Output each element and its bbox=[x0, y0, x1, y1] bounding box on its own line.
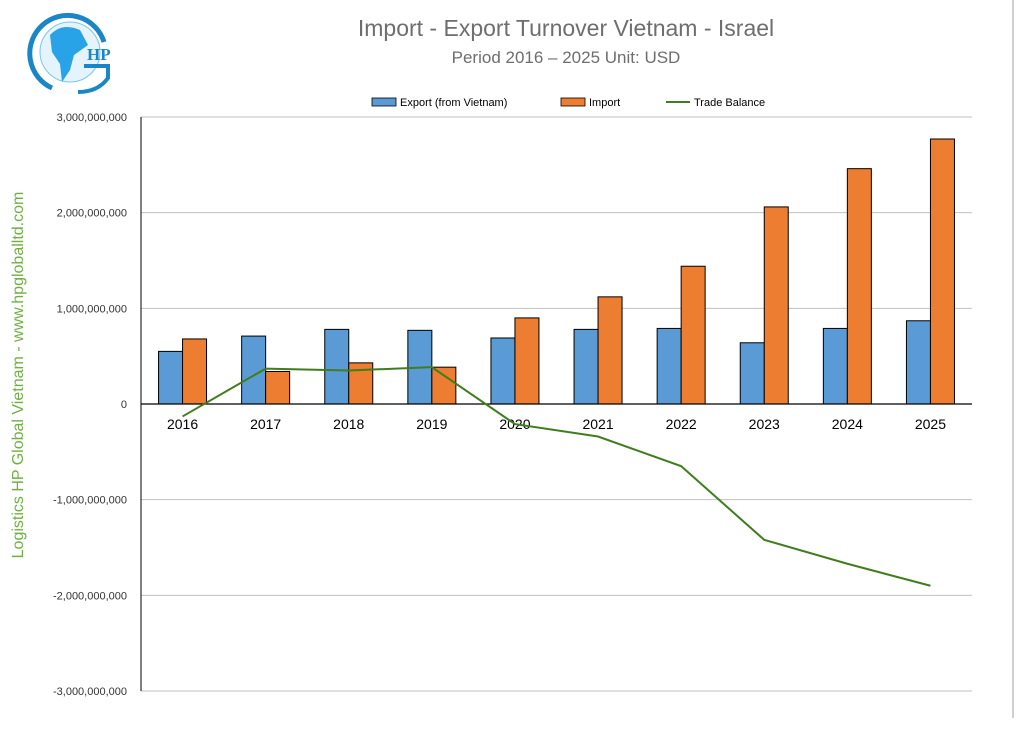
bar-import-2021 bbox=[597, 296, 623, 405]
bar-export-2020 bbox=[490, 337, 516, 405]
x-tick-label: 2023 bbox=[749, 416, 780, 432]
bar-import-2022 bbox=[680, 265, 706, 405]
x-tick-label: 2017 bbox=[250, 416, 281, 432]
legend-label: Import bbox=[589, 97, 620, 109]
chart-title: Import - Export Turnover Vietnam - Israe… bbox=[357, 15, 775, 41]
logo: HP bbox=[27, 12, 111, 94]
y-tick-label: 2,000,000,000 bbox=[57, 208, 127, 220]
bar-export-2024 bbox=[822, 327, 848, 405]
x-tick-label: 2024 bbox=[832, 416, 863, 432]
x-tick-label: 2022 bbox=[666, 416, 697, 432]
bar-import-2024 bbox=[846, 168, 872, 405]
bar-import-2020 bbox=[514, 317, 540, 405]
legend-swatch bbox=[560, 97, 586, 107]
x-tick-label: 2025 bbox=[915, 416, 946, 432]
bar-export-2016 bbox=[158, 350, 184, 405]
x-tick-label: 2019 bbox=[416, 416, 447, 432]
trade-balance-line bbox=[182, 366, 931, 587]
x-tick-label: 2021 bbox=[582, 416, 613, 432]
bar-export-2022 bbox=[656, 327, 682, 405]
y-tick-label: 3,000,000,000 bbox=[57, 112, 127, 124]
bar-import-2025 bbox=[929, 138, 955, 405]
chart-subtitle: Period 2016 – 2025 Unit: USD bbox=[451, 48, 681, 67]
bar-export-2025 bbox=[905, 320, 931, 405]
bar-import-2023 bbox=[763, 206, 789, 405]
legend-swatch bbox=[371, 97, 397, 107]
x-tick-label: 2018 bbox=[333, 416, 364, 432]
y-tick-label: 1,000,000,000 bbox=[57, 303, 127, 315]
svg-text:HP: HP bbox=[87, 45, 111, 64]
y-tick-label: -1,000,000,000 bbox=[53, 495, 127, 507]
y-tick-label: -3,000,000,000 bbox=[53, 686, 127, 698]
page-border bbox=[1012, 0, 1014, 718]
bar-export-2018 bbox=[324, 328, 350, 405]
bar-import-2019 bbox=[431, 366, 457, 405]
y-tick-label: 0 bbox=[121, 399, 127, 411]
bar-export-2021 bbox=[573, 328, 599, 405]
bar-import-2016 bbox=[182, 338, 208, 405]
bar-export-2023 bbox=[739, 342, 765, 405]
legend-label: Trade Balance bbox=[694, 97, 765, 109]
legend-label: Export (from Vietnam) bbox=[400, 97, 507, 109]
bar-import-2017 bbox=[265, 370, 291, 405]
x-tick-label: 2016 bbox=[167, 416, 198, 432]
y-tick-label: -2,000,000,000 bbox=[53, 590, 127, 602]
